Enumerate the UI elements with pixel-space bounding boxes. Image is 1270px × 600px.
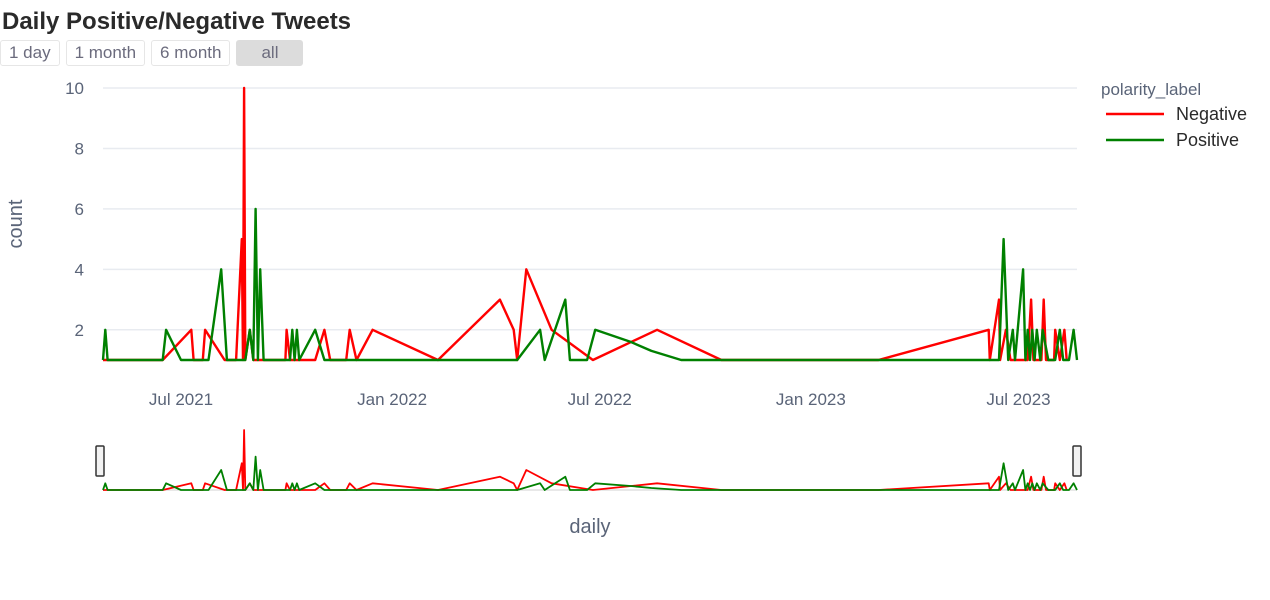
range-button-1-day[interactable]: 1 day — [0, 40, 60, 66]
x-tick-label: Jul 2023 — [986, 390, 1050, 409]
series-line-negative — [103, 86, 1068, 362]
y-tick-label: 4 — [75, 260, 84, 279]
rangeslider-handle-right[interactable] — [1072, 445, 1082, 477]
x-tick-label: Jan 2023 — [776, 390, 846, 409]
legend-item-negative[interactable]: Negative — [1176, 104, 1247, 124]
rangeslider-line-negative — [103, 429, 1068, 491]
x-tick-label: Jan 2022 — [357, 390, 427, 409]
range-button-1-month[interactable]: 1 month — [65, 40, 146, 66]
range-selector: 1 day 1 month 6 month all — [0, 40, 304, 66]
x-tick-label: Jul 2022 — [568, 390, 632, 409]
range-button-all[interactable]: all — [236, 40, 304, 66]
rangeslider-line-positive — [102, 455, 1078, 491]
range-button-6-month[interactable]: 6 month — [151, 40, 231, 66]
y-tick-label: 10 — [65, 79, 84, 98]
legend-title: polarity_label — [1101, 80, 1201, 99]
y-tick-label: 2 — [75, 321, 84, 340]
x-tick-label: Jul 2021 — [149, 390, 213, 409]
rangeslider-handle-left[interactable] — [95, 445, 105, 477]
x-axis-title: daily — [569, 516, 610, 538]
y-tick-label: 6 — [75, 200, 84, 219]
y-axis-title: count — [5, 199, 27, 248]
chart-title: Daily Positive/Negative Tweets — [2, 8, 352, 35]
y-tick-label: 8 — [75, 139, 84, 158]
legend-item-positive[interactable]: Positive — [1176, 130, 1239, 150]
series-line-positive — [101, 207, 1079, 362]
